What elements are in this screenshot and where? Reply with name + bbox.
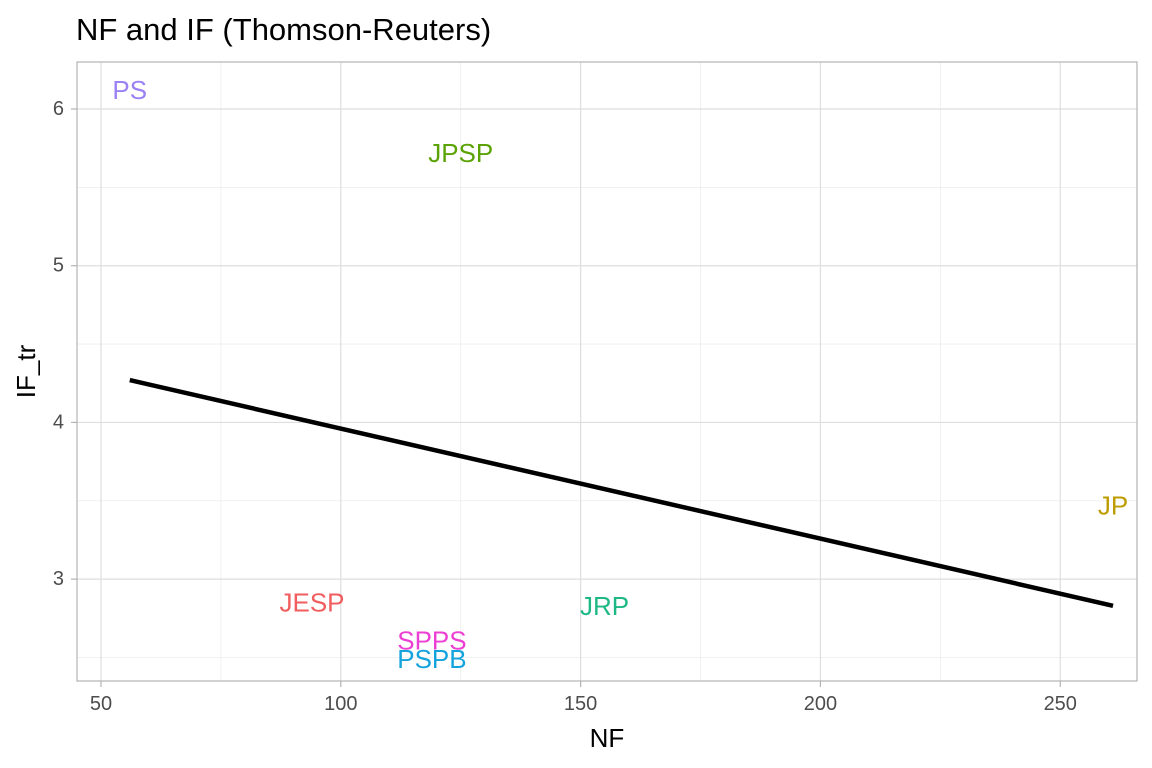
x-axis-title: NF — [590, 723, 625, 753]
y-axis-ticks: 3 4 5 6 — [53, 98, 77, 590]
y-tick-label: 4 — [53, 411, 64, 433]
y-tick-label: 5 — [53, 255, 64, 277]
point-label-jesp: JESP — [280, 588, 345, 618]
point-label-jpsp: JPSP — [428, 138, 493, 168]
point-label-jrp: JRP — [580, 591, 629, 621]
point-label-jp: JP — [1098, 490, 1128, 520]
x-tick-label: 100 — [324, 693, 357, 715]
point-label-pspb: PSPB — [397, 644, 466, 674]
panel-border — [76, 61, 1138, 682]
major-grid — [77, 62, 1137, 681]
trend-line — [129, 377, 1114, 608]
chart-title: NF and IF (Thomson-Reuters) — [76, 12, 491, 47]
y-tick-label: 6 — [53, 98, 64, 120]
y-tick-label: 3 — [53, 568, 64, 590]
point-label-ps: PS — [112, 75, 147, 105]
x-tick-label: 200 — [804, 693, 837, 715]
y-axis-title: IF_tr — [11, 344, 41, 398]
x-tick-label: 150 — [564, 693, 597, 715]
point-label-spps: SPPS — [397, 625, 466, 655]
x-axis-ticks: 50 100 150 200 250 — [90, 681, 1077, 715]
minor-grid — [77, 62, 1137, 681]
x-tick-label: 250 — [1044, 693, 1077, 715]
x-tick-label: 50 — [90, 693, 112, 715]
